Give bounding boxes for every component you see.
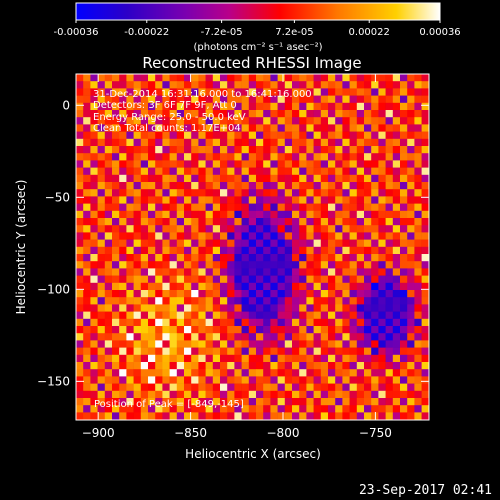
colorbar-tick-label: -0.00022 — [124, 27, 169, 38]
colorbar-tick-label: 7.2e-05 — [275, 27, 313, 38]
x-tick-label: −750 — [359, 426, 392, 440]
x-tick-label: −850 — [174, 426, 207, 440]
y-tick-label: 0 — [62, 98, 70, 112]
colorbar-tick-label: 0.00036 — [419, 27, 460, 38]
clean-info-text: Clean Total counts: 1.17E+04 — [93, 123, 241, 134]
x-axis-label: Heliocentric X (arcsec) — [185, 447, 321, 461]
chart-title: Reconstructed RHESSI Image — [142, 54, 361, 72]
colorbar-tick-label: -7.2e-05 — [201, 27, 243, 38]
axis-ticks: −900 −850 −800 −750 −150 −100 −50 0 — [37, 74, 429, 440]
plot-frame — [75, 73, 430, 421]
y-tick-label: −100 — [37, 282, 70, 296]
heatmap-image — [76, 74, 429, 420]
colorbar-unit-label: (photons cm⁻² s⁻¹ asec⁻²) — [193, 42, 322, 53]
colorbar-frame — [75, 2, 441, 21]
peak-position-text: Position of Peak = [-849,-145] — [94, 399, 244, 410]
colorbar-ticks: -0.00036 -0.00022 -7.2e-05 7.2e-05 0.00022 0.… — [54, 20, 461, 38]
time-range-text: 31-Dec-2014 16:31:16.000 to 16:41:16.000 — [93, 89, 312, 100]
y-axis-label: Heliocentric Y (arcsec) — [14, 180, 28, 315]
x-tick-label: −900 — [82, 426, 115, 440]
y-tick-label: −150 — [37, 374, 70, 388]
colorbar: -0.00036 -0.00022 -7.2e-05 7.2e-05 0.00022 0.… — [54, 2, 461, 53]
colorbar-tick-label: 0.00022 — [349, 27, 390, 38]
y-tick-label: −50 — [45, 190, 70, 204]
x-tick-label: −800 — [267, 426, 300, 440]
image-annotations: 31-Dec-2014 16:31:16.000 to 16:41:16.000… — [93, 89, 312, 410]
footer-timestamp: 23-Sep-2017 02:41 — [358, 483, 492, 498]
detectors-text: Detectors: 3F 6F 7F 9F, Att 0 — [93, 100, 237, 111]
colorbar-strip — [76, 3, 440, 20]
energy-range-text: Energy Range: 25.0 - 50.0 keV — [93, 112, 246, 123]
colorbar-tick-label: -0.00036 — [54, 27, 99, 38]
